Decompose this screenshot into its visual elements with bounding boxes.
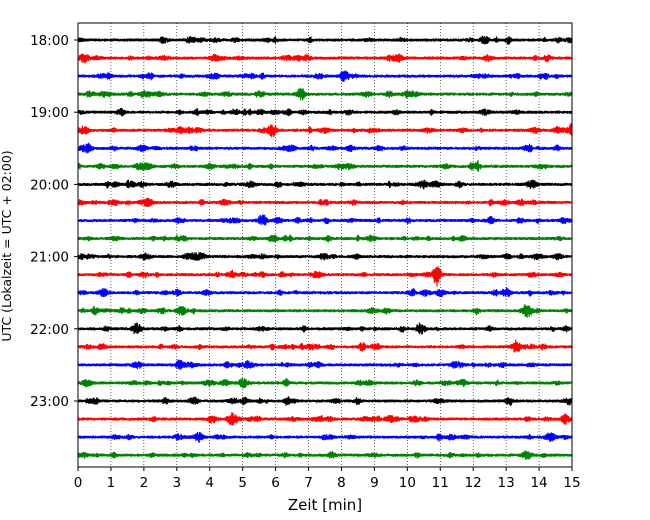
seismogram-trace — [77, 123, 573, 138]
seismogram-trace — [77, 53, 573, 64]
x-tick-label: 0 — [74, 475, 83, 491]
y-axis-ticks: 18:00 19:00 20:00 21:00 22:00 23:00 — [30, 33, 78, 410]
seismogram-trace — [77, 107, 573, 117]
seismogram-trace — [77, 197, 573, 207]
seismogram-trace — [77, 142, 573, 154]
x-tick-label: 10 — [399, 475, 416, 491]
seismogram-trace — [77, 70, 573, 82]
x-tick-label: 4 — [205, 475, 214, 491]
x-tick-label: 1 — [107, 475, 116, 491]
seismogram-trace — [77, 339, 573, 353]
seismogram-trace — [77, 287, 573, 298]
y-tick-label: 19:00 — [30, 105, 69, 121]
x-axis-ticks: 0 1 2 3 4 5 6 7 8 9 10 11 12 13 14 15 — [74, 467, 581, 491]
y-tick-label: 18:00 — [30, 33, 69, 49]
seismogram-trace — [77, 322, 573, 335]
x-tick-label: 13 — [498, 475, 515, 491]
seismogram-trace — [77, 252, 573, 261]
y-axis-title: UTC (Lokalzeit = UTC + 02:00) — [0, 150, 14, 341]
seismogram-trace — [77, 304, 573, 318]
seismogram-trace — [77, 234, 573, 243]
seismogram-trace — [77, 359, 573, 370]
x-tick-label: 15 — [563, 475, 580, 491]
seismogram-trace — [77, 266, 573, 287]
y-tick-label: 22:00 — [30, 322, 69, 338]
seismogram-trace — [77, 412, 573, 426]
x-tick-label: 14 — [530, 475, 547, 491]
seismogram-trace — [77, 179, 573, 190]
y-tick-label: 21:00 — [30, 250, 69, 266]
seismogram-trace — [77, 396, 573, 407]
seismogram-traces — [77, 35, 573, 460]
grid-lines — [110, 23, 540, 467]
seismogram-trace — [77, 214, 573, 226]
seismogram-trace — [77, 450, 573, 460]
x-tick-label: 9 — [370, 475, 379, 491]
seismogram-trace — [77, 160, 573, 173]
seismogram-trace — [77, 87, 573, 101]
x-tick-label: 12 — [465, 475, 482, 491]
x-tick-label: 5 — [238, 475, 247, 491]
y-tick-label: 20:00 — [30, 177, 69, 193]
x-axis-title: Zeit [min] — [288, 496, 362, 514]
seismogram-trace — [77, 431, 573, 444]
x-tick-label: 8 — [337, 475, 346, 491]
x-tick-label: 11 — [432, 475, 449, 491]
x-tick-label: 6 — [271, 475, 280, 491]
x-tick-label: 3 — [173, 475, 182, 491]
seismogram-trace — [77, 35, 573, 45]
plot-frame — [77, 22, 573, 468]
y-tick-label: 23:00 — [30, 394, 69, 410]
x-tick-label: 7 — [304, 475, 313, 491]
seismogram-trace — [77, 377, 573, 389]
x-tick-label: 2 — [140, 475, 149, 491]
